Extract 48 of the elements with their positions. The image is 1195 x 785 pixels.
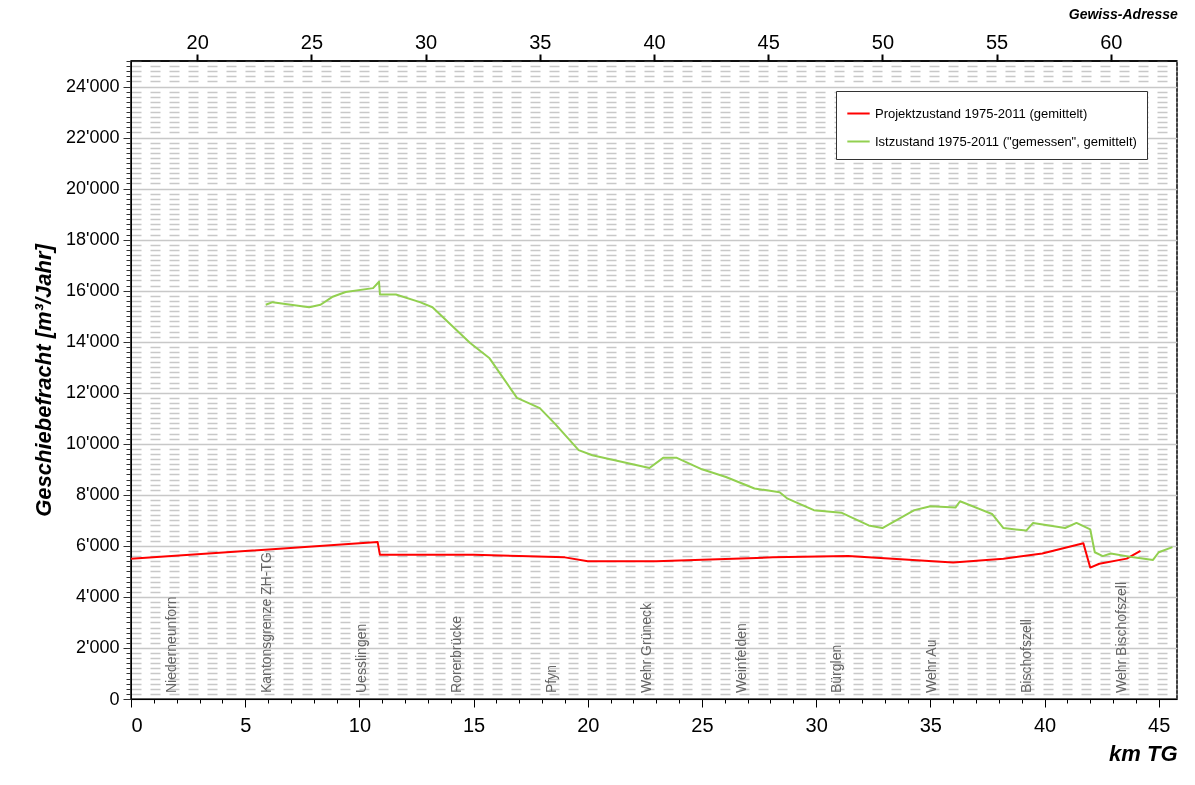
annotation: Bürglen — [828, 644, 845, 693]
x2-tick-label: 35 — [529, 30, 552, 53]
annotation: Weinfelden — [733, 623, 750, 693]
legend-label: Istzustand 1975-2011 ("gemessen", gemittelt) — [875, 133, 1137, 149]
annotation: Bischofszell — [1018, 619, 1035, 693]
x2-tick-label: 40 — [643, 30, 666, 53]
x2-tick-label: 30 — [414, 30, 438, 53]
x-tick-label: 40 — [1033, 713, 1057, 736]
annotation: Kantonsgrenze ZH-TG — [257, 552, 274, 693]
chart-title: Gewiss-Adresse — [1068, 6, 1178, 22]
annotation: Wehr Grüneck — [638, 602, 654, 693]
y-tick-label: 2'000 — [76, 637, 120, 658]
x2-tick-label: 20 — [186, 30, 209, 53]
x2-tick-label: 60 — [1100, 30, 1123, 53]
x-tick-label: 30 — [805, 713, 828, 736]
annotation: Uesslingen — [352, 623, 369, 693]
annotation: Niederneunforn — [162, 596, 179, 693]
annotation: Wehr Bischofszell — [1113, 581, 1130, 693]
annotation: Rorerbrücke — [447, 615, 464, 693]
annotation: Wehr Au — [923, 639, 940, 693]
x-axis-title: km TG — [1109, 740, 1178, 766]
x2-tick-label: 50 — [871, 30, 895, 53]
x-tick-label: 20 — [577, 713, 600, 736]
y-tick-label: 24'000 — [66, 76, 120, 97]
y-tick-label: 12'000 — [66, 382, 120, 403]
y-tick-label: 16'000 — [66, 280, 120, 301]
y-tick-label: 20'000 — [66, 178, 120, 199]
y-tick-label: 6'000 — [76, 535, 120, 556]
legend-label: Projektzustand 1975-2011 (gemittelt) — [875, 105, 1088, 121]
x-tick-label: 45 — [1148, 713, 1171, 736]
y-tick-label: 22'000 — [66, 127, 120, 148]
x-tick-label: 35 — [919, 713, 942, 736]
y-tick-label: 14'000 — [66, 331, 120, 352]
x2-tick-label: 55 — [985, 30, 1009, 53]
x-tick-label: 15 — [462, 713, 486, 736]
y-axis-title: Geschiebefracht [m³/Jahr] — [31, 243, 57, 517]
x2-tick-label: 25 — [300, 30, 324, 53]
x-tick-label: 10 — [348, 713, 372, 736]
annotation: Pfyn — [542, 664, 559, 693]
x-tick-label: 25 — [691, 713, 714, 736]
x-tick-label: 0 — [131, 713, 143, 736]
y-tick-label: 18'000 — [66, 229, 120, 250]
x-tick-label: 5 — [240, 713, 252, 736]
x2-tick-label: 45 — [757, 30, 780, 53]
y-tick-label: 10'000 — [66, 433, 120, 454]
y-tick-label: 4'000 — [76, 586, 120, 607]
y-tick-label: 8'000 — [76, 484, 120, 505]
y-tick-label: 0 — [109, 688, 120, 709]
